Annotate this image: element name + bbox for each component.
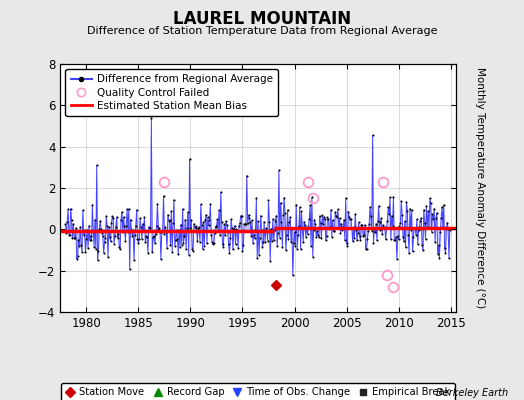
Text: Difference of Station Temperature Data from Regional Average: Difference of Station Temperature Data f… [87,26,437,36]
Y-axis label: Monthly Temperature Anomaly Difference (°C): Monthly Temperature Anomaly Difference (… [475,67,485,309]
Legend: Station Move, Record Gap, Time of Obs. Change, Empirical Break: Station Move, Record Gap, Time of Obs. C… [61,383,455,400]
Text: LAUREL MOUNTAIN: LAUREL MOUNTAIN [173,10,351,28]
Text: Berkeley Earth: Berkeley Earth [436,388,508,398]
